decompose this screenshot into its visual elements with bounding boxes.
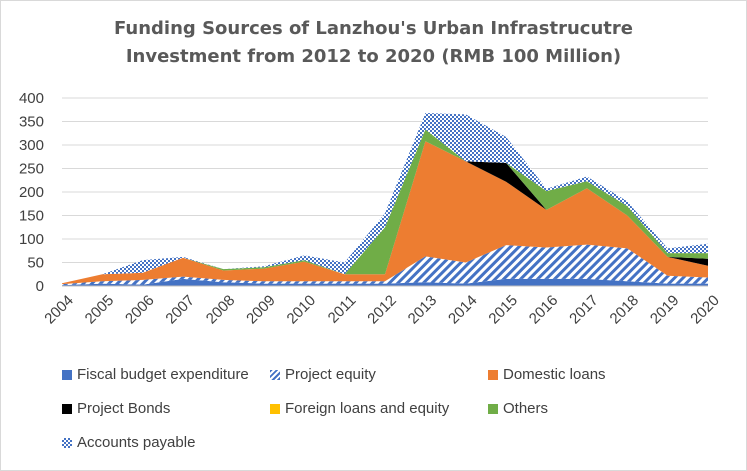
area-others xyxy=(62,129,708,284)
x-tick-label: 2012 xyxy=(364,292,400,328)
y-tick-label: 350 xyxy=(19,114,44,131)
legend-label: Others xyxy=(503,400,549,417)
legend-item: Accounts payable xyxy=(62,434,195,451)
area-accounts-payable xyxy=(62,113,708,284)
x-tick-label: 2016 xyxy=(526,292,562,328)
area-project-equity xyxy=(62,244,708,286)
x-tick-label: 2013 xyxy=(405,292,441,328)
y-tick-label: 0 xyxy=(36,278,44,295)
y-tick-label: 250 xyxy=(19,161,44,178)
legend-swatch xyxy=(62,369,72,380)
area-domestic-loans xyxy=(62,141,708,285)
y-tick-label: 300 xyxy=(19,137,44,154)
legend-label: Project equity xyxy=(285,366,376,383)
x-tick-label: 2011 xyxy=(325,292,360,327)
legend-label: Project Bonds xyxy=(77,400,171,417)
x-tick-label: 2006 xyxy=(122,292,158,328)
legend-item: Project equity xyxy=(270,366,376,383)
y-tick-label: 150 xyxy=(19,208,44,225)
legend-label: Domestic loans xyxy=(503,366,606,383)
x-tick-label: 2009 xyxy=(243,292,279,328)
area-series-layer xyxy=(62,113,708,286)
x-tick-label: 2010 xyxy=(284,292,320,328)
y-tick-label: 200 xyxy=(19,184,44,201)
legend-swatch xyxy=(488,403,498,414)
legend-label: Accounts payable xyxy=(77,434,196,451)
x-tick-label: 2018 xyxy=(607,292,643,328)
area-fiscal-budget-expenditure xyxy=(62,278,708,286)
legend-item: Foreign loans and equity xyxy=(270,400,449,417)
legend: Fiscal budget expenditure Project equity D… xyxy=(0,358,747,468)
x-tick-label: 2008 xyxy=(203,292,239,328)
chart-title-line-1: Funding Sources of Lanzhou's Urban Infra… xyxy=(114,18,633,39)
legend-item: Fiscal budget expenditure xyxy=(62,366,249,383)
x-tick-label: 2014 xyxy=(445,292,481,328)
legend-swatch xyxy=(488,369,498,380)
x-tick-label: 2015 xyxy=(485,292,521,328)
x-tick-label: 2005 xyxy=(82,292,118,328)
x-tick-label: 2004 xyxy=(41,292,77,328)
legend-item: Project Bonds xyxy=(62,400,170,417)
chart-title-line-2: Investment from 2012 to 2020 (RMB 100 Mi… xyxy=(125,46,622,67)
x-tick-label: 2017 xyxy=(566,292,602,328)
legend-swatch xyxy=(270,403,280,414)
legend-item: Others xyxy=(488,400,548,417)
x-tick-label: 2019 xyxy=(647,292,683,328)
y-tick-label: 50 xyxy=(27,255,44,272)
x-tick-label: 2007 xyxy=(162,292,198,328)
legend-swatch xyxy=(270,369,280,380)
legend-label: Foreign loans and equity xyxy=(285,400,450,417)
legend-swatch xyxy=(62,403,72,414)
y-tick-label: 100 xyxy=(19,231,44,248)
chart-plot: 0 50 100 150 200 250 300 350 400 2004 2005 2006 2007… xyxy=(19,90,723,328)
y-tick-label: 400 xyxy=(19,90,44,107)
x-tick-label: 2020 xyxy=(687,292,723,328)
legend-label: Fiscal budget expenditure xyxy=(77,366,249,383)
legend-swatch xyxy=(62,437,72,448)
legend-item: Domestic loans xyxy=(488,366,606,383)
